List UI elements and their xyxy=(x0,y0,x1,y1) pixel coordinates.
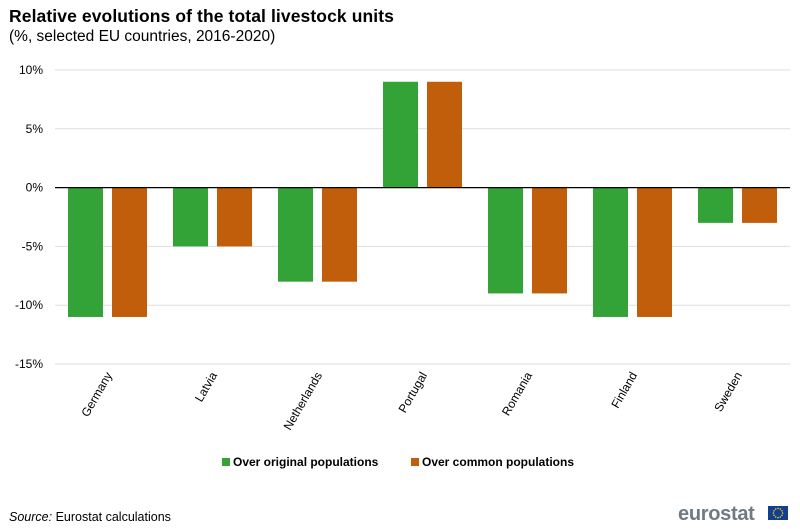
legend-swatch xyxy=(411,458,419,466)
y-tick-label: 0% xyxy=(26,181,44,195)
y-tick-label: -10% xyxy=(15,298,43,312)
bar-over-common-populations xyxy=(532,187,567,294)
bar-over-common-populations xyxy=(637,187,672,317)
y-tick-label: -5% xyxy=(22,239,44,253)
flag-star xyxy=(781,509,783,512)
flag-star xyxy=(773,514,775,517)
y-tick-label: 5% xyxy=(26,122,44,136)
source-note: Source: Eurostat calculations xyxy=(9,510,171,524)
y-tick-label: -15% xyxy=(15,357,43,371)
flag-star xyxy=(772,512,775,514)
x-axis-ticks: Germany Latvia Netherlands Portugal Romania F… xyxy=(78,369,745,432)
source-text: Eurostat calculations xyxy=(55,510,171,524)
flag-star xyxy=(781,512,784,514)
x-tick-label: Sweden xyxy=(711,370,745,415)
bar-over-common-populations xyxy=(322,187,357,282)
chart-title: Relative evolutions of the total livesto… xyxy=(9,6,395,26)
source-label: Source: xyxy=(9,510,53,524)
y-axis-ticks: 10% 5% 0% -5% -10% -15% xyxy=(15,63,43,371)
flag-star xyxy=(779,508,782,510)
flag-star xyxy=(777,516,779,519)
bar-over-original-populations xyxy=(488,187,523,294)
bar-over-original-populations xyxy=(383,81,418,188)
flag-star xyxy=(777,507,779,510)
x-tick-label: Portugal xyxy=(396,370,430,416)
flag-star xyxy=(774,508,777,510)
flag-star xyxy=(774,516,777,518)
flag-star xyxy=(773,509,775,512)
x-tick-label: Germany xyxy=(78,370,115,420)
legend-label: Over common populations xyxy=(422,455,574,469)
bars xyxy=(68,81,777,317)
eu-flag-icon xyxy=(768,506,788,520)
legend: Over original populations Over common pop… xyxy=(222,455,574,469)
chart-subtitle: (%, selected EU countries, 2016-2020) xyxy=(9,28,276,45)
x-tick-label: Latvia xyxy=(192,369,220,404)
bar-over-original-populations xyxy=(698,187,733,223)
flag-star xyxy=(779,516,782,518)
gridlines xyxy=(55,69,790,365)
x-tick-label: Romania xyxy=(499,369,535,418)
x-tick-label: Netherlands xyxy=(281,370,325,433)
legend-swatch xyxy=(222,458,230,466)
bar-over-original-populations xyxy=(278,187,313,282)
bar-over-original-populations xyxy=(173,187,208,247)
eurostat-logo: eurostat xyxy=(678,502,790,526)
flag-star xyxy=(781,514,783,517)
bar-chart: 10% 5% 0% -5% -10% -15% Germany Latvia Netherla… xyxy=(15,63,790,469)
legend-label: Over original populations xyxy=(233,455,379,469)
bar-over-common-populations xyxy=(112,187,147,317)
bar-over-common-populations xyxy=(742,187,777,223)
y-tick-label: 10% xyxy=(19,63,43,77)
x-tick-label: Finland xyxy=(608,370,640,411)
bar-over-common-populations xyxy=(427,81,462,188)
bar-over-common-populations xyxy=(217,187,252,247)
bar-over-original-populations xyxy=(68,187,103,317)
logo-wordmark: eurostat xyxy=(678,503,755,525)
bar-over-original-populations xyxy=(593,187,628,317)
